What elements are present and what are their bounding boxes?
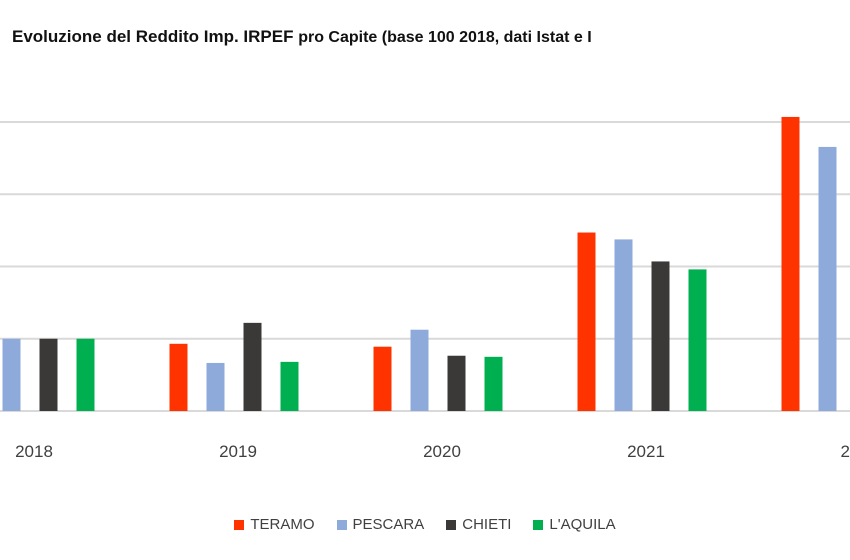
bar-chieti-2018 [39,338,58,411]
bar-chieti-2021 [651,261,670,411]
bar-laquila-2018 [76,338,95,411]
legend-label: CHIETI [462,516,512,533]
x-tick-label: 20 [841,442,850,461]
chart-title: Evoluzione del Reddito Imp. IRPEF pro Ca… [12,27,592,47]
chart-title-rest: pro Capite (base 100 2018, dati Istat e … [298,29,592,46]
legend-label: L'AQUILA [549,516,616,533]
legend-swatch [533,519,544,530]
bar-pescara-2019 [206,362,225,411]
legend-item-laquila: L'AQUILA [533,516,616,533]
x-tick-label: 2018 [15,442,53,461]
legend-item-pescara: PESCARA [336,516,425,533]
chart-title-main: Evoluzione del Reddito Imp. IRPEF [12,27,294,46]
bar-pescara-2021 [614,239,633,411]
legend-label: PESCARA [352,516,425,533]
x-tick-label: 2020 [423,442,461,461]
x-tick-label: 2021 [627,442,665,461]
bar-pescara-2020 [410,329,429,411]
bar-laquila-2021 [688,269,707,411]
bar-chart: 2018 2019 2020 2021 20 [0,116,850,461]
legend-item-teramo: TERAMO [234,516,315,533]
bar-teramo-2021 [577,232,596,411]
legend-swatch [336,519,347,530]
legend-swatch [234,519,245,530]
bar-pescara-20 [818,146,837,411]
legend-label: TERAMO [250,516,315,533]
x-tick-label: 2019 [219,442,257,461]
bar-laquila-2019 [280,361,299,411]
legend: TERAMO PESCARA CHIETI L'AQUILA [0,516,850,533]
bar-pescara-2018 [2,338,21,411]
bar-teramo-2019 [169,343,188,411]
bar-teramo-2020 [373,346,392,411]
bar-teramo-20 [781,116,800,411]
legend-swatch [446,519,457,530]
bar-laquila-2020 [484,356,503,411]
bar-chieti-2019 [243,322,262,411]
bar-chieti-2020 [447,355,466,411]
legend-item-chieti: CHIETI [446,516,511,533]
